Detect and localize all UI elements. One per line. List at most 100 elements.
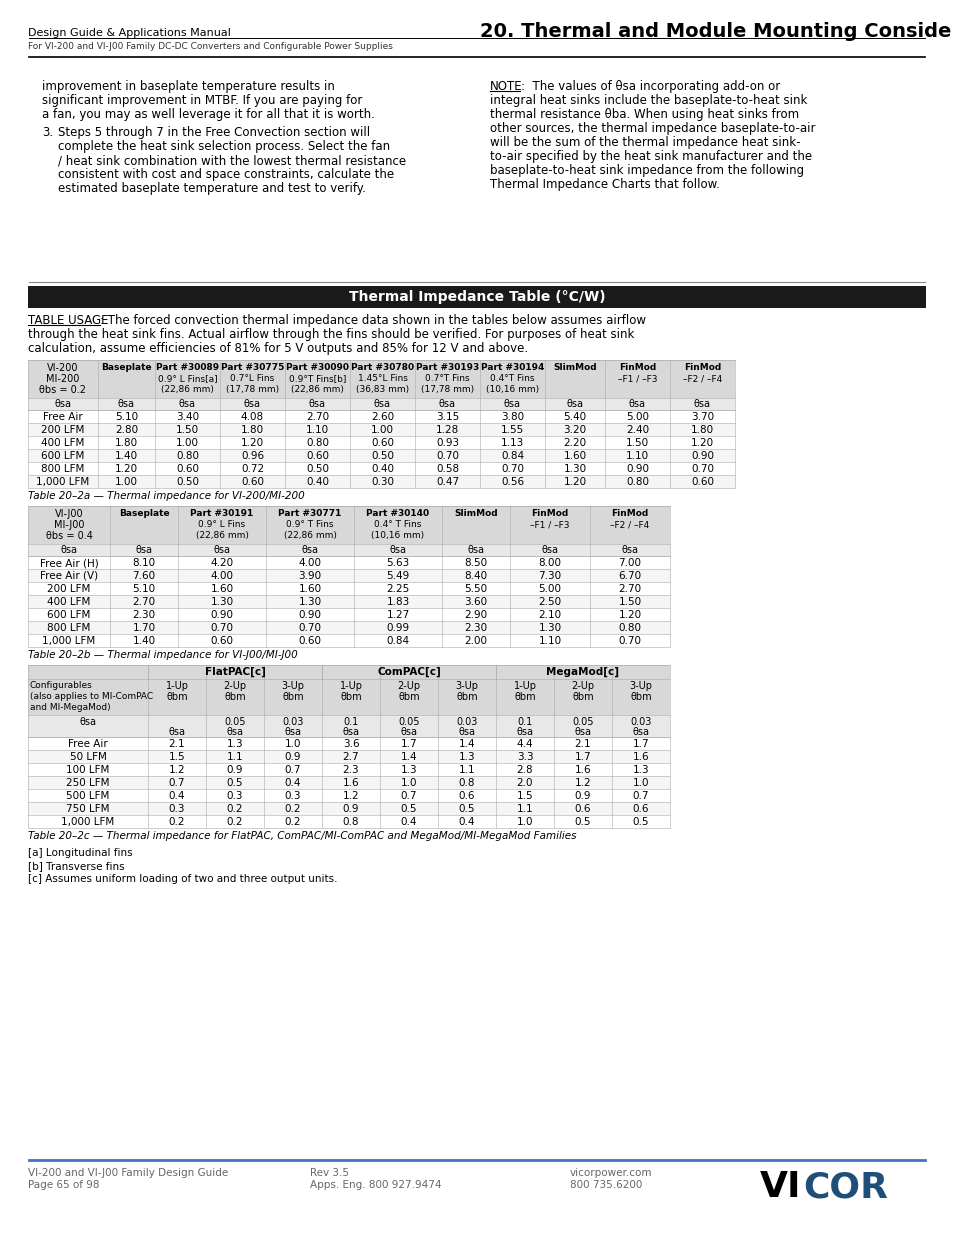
Text: improvement in baseplate temperature results in: improvement in baseplate temperature res…	[42, 80, 335, 93]
Text: θsa: θsa	[169, 727, 185, 737]
Bar	[28, 287, 925, 308]
Text: 0.4: 0.4	[458, 818, 475, 827]
Bar	[28, 634, 669, 647]
Text: 1.00: 1.00	[115, 477, 138, 487]
Text: 0.5: 0.5	[632, 818, 649, 827]
Text: 1.2: 1.2	[169, 764, 185, 776]
Bar	[28, 359, 734, 398]
Text: MegaMod[c]: MegaMod[c]	[546, 667, 618, 677]
Bar	[28, 750, 669, 763]
Text: θbm: θbm	[630, 692, 651, 701]
Text: 0.2: 0.2	[227, 818, 243, 827]
Text: 1.45°L Fins: 1.45°L Fins	[357, 374, 407, 383]
Text: 1.0: 1.0	[517, 818, 533, 827]
Text: θsa: θsa	[79, 718, 96, 727]
Text: 3-Up: 3-Up	[629, 680, 652, 692]
Bar	[28, 789, 669, 802]
Text: 0.5: 0.5	[400, 804, 416, 814]
Text: (17,78 mm): (17,78 mm)	[420, 385, 474, 394]
Text: 5.00: 5.00	[625, 412, 648, 422]
Text: Free Air (H): Free Air (H)	[40, 558, 98, 568]
Text: VI-J00: VI-J00	[54, 509, 83, 519]
Text: 0.70: 0.70	[690, 464, 713, 474]
Text: Design Guide & Applications Manual: Design Guide & Applications Manual	[28, 28, 231, 38]
Text: 0.72: 0.72	[241, 464, 264, 474]
Text: Page 65 of 98: Page 65 of 98	[28, 1179, 99, 1191]
Text: 1.3: 1.3	[458, 752, 475, 762]
Text: 1.1: 1.1	[517, 804, 533, 814]
Text: θbs = 0.4: θbs = 0.4	[46, 531, 92, 541]
Text: 200 LFM: 200 LFM	[41, 425, 85, 435]
Text: 0.58: 0.58	[436, 464, 458, 474]
Text: 1.50: 1.50	[618, 597, 640, 606]
Text: 0.60: 0.60	[211, 636, 233, 646]
Text: Part #30780: Part #30780	[351, 363, 414, 372]
Text: 2.30: 2.30	[132, 610, 155, 620]
Text: 0.7°L Fins: 0.7°L Fins	[230, 374, 274, 383]
Text: 0.2: 0.2	[284, 804, 301, 814]
Text: 0.60: 0.60	[298, 636, 321, 646]
Text: 0.30: 0.30	[371, 477, 394, 487]
Text: 4.4: 4.4	[517, 739, 533, 748]
Text: 4.08: 4.08	[241, 412, 264, 422]
Text: 800 735.6200: 800 735.6200	[569, 1179, 641, 1191]
Text: θsa: θsa	[60, 545, 77, 555]
Text: Baseplate: Baseplate	[118, 509, 169, 517]
Bar	[28, 763, 669, 776]
Bar	[28, 737, 669, 750]
Text: VI-200 and VI-J00 Family Design Guide: VI-200 and VI-J00 Family Design Guide	[28, 1168, 228, 1178]
Bar	[28, 556, 669, 569]
Text: 1.60: 1.60	[298, 584, 321, 594]
Text: 1.13: 1.13	[500, 438, 523, 448]
Text: VI-200: VI-200	[48, 363, 79, 373]
Text: θsa: θsa	[179, 399, 195, 409]
Text: 2.30: 2.30	[464, 622, 487, 634]
Text: and MI-MegaMod): and MI-MegaMod)	[30, 703, 111, 713]
Text: 0.80: 0.80	[625, 477, 648, 487]
Text: 1,000 LFM: 1,000 LFM	[36, 477, 90, 487]
Text: 0.40: 0.40	[371, 464, 394, 474]
Text: θsa: θsa	[284, 727, 301, 737]
Text: 0.2: 0.2	[169, 818, 185, 827]
Text: 0.40: 0.40	[306, 477, 329, 487]
Text: 0.47: 0.47	[436, 477, 458, 487]
Text: TABLE USAGE: TABLE USAGE	[28, 314, 109, 327]
Text: 800 LFM: 800 LFM	[48, 622, 91, 634]
Text: 0.80: 0.80	[618, 622, 640, 634]
Text: 0.9: 0.9	[227, 764, 243, 776]
Text: 1.60: 1.60	[211, 584, 233, 594]
Text: 0.70: 0.70	[211, 622, 233, 634]
Text: a fan, you may as well leverage it for all that it is worth.: a fan, you may as well leverage it for a…	[42, 107, 375, 121]
Text: 5.63: 5.63	[386, 558, 409, 568]
Text: 0.50: 0.50	[371, 451, 394, 461]
Text: θsa: θsa	[118, 399, 135, 409]
Text: 1,000 LFM: 1,000 LFM	[42, 636, 95, 646]
Text: (22,86 mm): (22,86 mm)	[195, 531, 248, 540]
Text: 1.20: 1.20	[241, 438, 264, 448]
Text: 0.8: 0.8	[458, 778, 475, 788]
Text: 1.5: 1.5	[517, 790, 533, 802]
Text: 2.25: 2.25	[386, 584, 409, 594]
Text: 1.7: 1.7	[574, 752, 591, 762]
Text: 2.60: 2.60	[371, 412, 394, 422]
Bar	[28, 679, 669, 715]
Text: 2.20: 2.20	[563, 438, 586, 448]
Text: 1.6: 1.6	[574, 764, 591, 776]
Text: 1.6: 1.6	[632, 752, 649, 762]
Text: 20. Thermal and Module Mounting Considerations: 20. Thermal and Module Mounting Consider…	[479, 22, 953, 41]
Text: 1.5: 1.5	[169, 752, 185, 762]
Text: baseplate-to-heat sink impedance from the following: baseplate-to-heat sink impedance from th…	[490, 164, 803, 177]
Bar	[28, 424, 734, 436]
Text: 1.60: 1.60	[563, 451, 586, 461]
Bar	[28, 608, 669, 621]
Text: 600 LFM: 600 LFM	[41, 451, 85, 461]
Text: 0.60: 0.60	[371, 438, 394, 448]
Text: 0.90: 0.90	[298, 610, 321, 620]
Text: 1.40: 1.40	[114, 451, 138, 461]
Text: 3-Up: 3-Up	[455, 680, 478, 692]
Text: [a] Longitudinal fins: [a] Longitudinal fins	[28, 848, 132, 858]
Text: 1.3: 1.3	[400, 764, 416, 776]
Text: 6.70: 6.70	[618, 571, 640, 580]
Text: Free Air (V): Free Air (V)	[40, 571, 98, 580]
Text: 400 LFM: 400 LFM	[41, 438, 85, 448]
